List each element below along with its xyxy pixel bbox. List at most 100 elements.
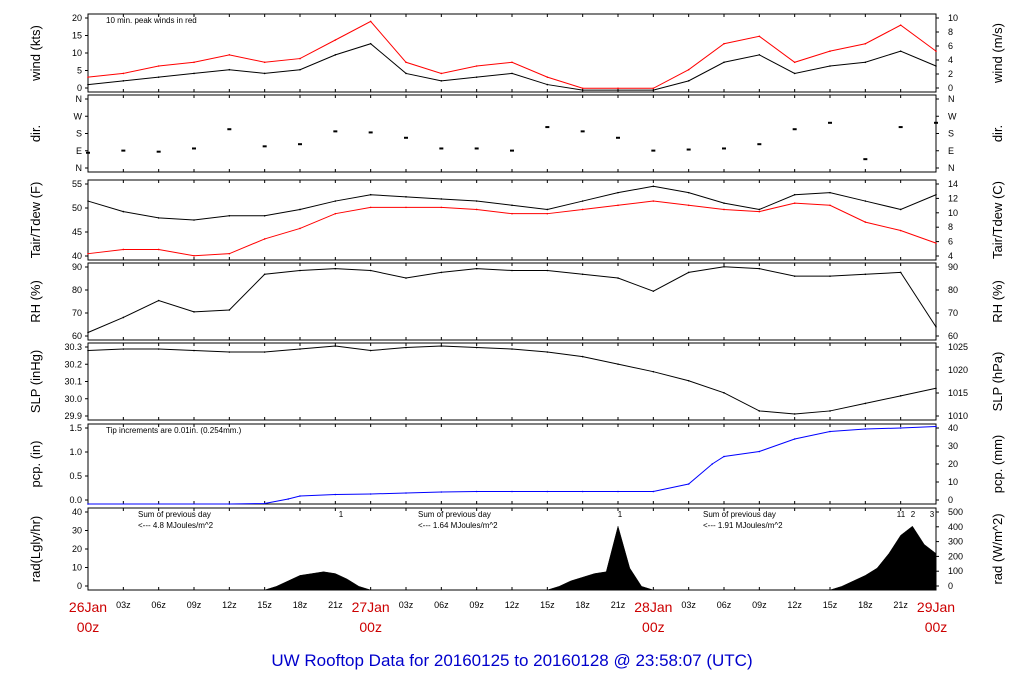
- vertex-SLP-2: [157, 348, 160, 350]
- daily-sum-line2: <--- 4.8 MJoules/m^2: [138, 521, 214, 530]
- vertex-Tdew-23: [899, 229, 902, 232]
- data-point-17: [686, 148, 691, 151]
- hour-label: 15z: [257, 600, 272, 610]
- right-tick-label: 6: [948, 41, 953, 51]
- hour-label: 21z: [611, 600, 626, 610]
- vertex-Tair-3: [193, 219, 195, 221]
- data-point-3: [192, 147, 196, 150]
- vertex-precip-9: [475, 490, 478, 493]
- chart-title: UW Rooftop Data for 20160125 to 20160128…: [271, 651, 752, 670]
- left-tick-label: 5: [77, 66, 82, 76]
- right-tick-label: 8: [948, 222, 953, 232]
- day-marker: 3: [930, 510, 935, 519]
- right-axis-label: Tair/Tdew (C): [990, 181, 1005, 259]
- data-point-1: [121, 149, 126, 152]
- vertex-peak-19: [758, 35, 761, 38]
- vertex-RH-21: [829, 275, 831, 277]
- hour-label: 12z: [222, 600, 237, 610]
- vertex-wind-13: [546, 83, 549, 86]
- vertex-wind-0: [87, 83, 89, 86]
- vertex-precip-15: [687, 483, 690, 485]
- vertex-Tdew-17: [687, 204, 690, 207]
- vertex-wind-15: [617, 89, 619, 91]
- vertex-Tdew-4: [228, 252, 231, 255]
- hour-label: 06z: [717, 600, 732, 610]
- left-tick-label: 60: [72, 331, 82, 341]
- vertex-SLP-24: [935, 387, 937, 390]
- left-tick-label: 55: [72, 179, 82, 189]
- right-tick-label: 14: [948, 179, 958, 189]
- vertex-precip-17: [723, 455, 725, 458]
- vertex-SLP-8: [369, 349, 372, 352]
- vertex-precip-19: [793, 438, 796, 440]
- vertex-RH-15: [617, 277, 619, 279]
- series-SLP: [87, 345, 937, 415]
- right-axis-label: pcp. (mm): [990, 435, 1005, 494]
- vertex-SLP-6: [299, 348, 301, 350]
- left-tick-label: 40: [72, 507, 82, 517]
- left-tick-label: N: [76, 94, 83, 104]
- vertex-Tdew-1: [122, 248, 125, 251]
- vertex-wind-10: [440, 80, 443, 82]
- right-tick-label: 400: [948, 522, 963, 532]
- vertex-wind-3: [193, 72, 195, 75]
- vertex-SLP-21: [829, 410, 831, 412]
- panel-annotation: 10 min. peak winds in red: [106, 16, 197, 25]
- day-hour-label: 00z: [77, 619, 100, 635]
- vertex-SLP-10: [440, 345, 443, 347]
- data-point-13: [545, 126, 550, 129]
- vertex-Tair-18: [723, 202, 725, 204]
- vertex-SLP-13: [546, 351, 549, 353]
- vertex-wind-6: [299, 68, 301, 71]
- vertex-RH-5: [263, 273, 266, 276]
- day-marker: 2: [911, 510, 916, 519]
- vertex-Tdew-24: [935, 242, 937, 244]
- vertex-RH-3: [193, 311, 195, 313]
- vertex-SLP-17: [687, 379, 690, 382]
- hour-label: 18z: [293, 600, 308, 610]
- vertex-Tdew-11: [475, 208, 478, 211]
- vertex-Tair-15: [617, 191, 619, 194]
- vertex-Tair-4: [228, 214, 231, 217]
- left-axis-label: SLP (inHg): [28, 350, 43, 413]
- right-tick-label: 1020: [948, 365, 968, 375]
- vertex-SLP-0: [87, 349, 89, 352]
- vertex-peak-4: [228, 54, 231, 56]
- vertex-wind-2: [157, 76, 160, 78]
- data-point-24: [934, 121, 938, 124]
- vertex-RH-8: [369, 269, 372, 272]
- right-tick-label: 0: [948, 581, 953, 591]
- left-tick-label: 10: [72, 563, 82, 573]
- vertex-wind-19: [758, 54, 761, 56]
- right-axis-label: SLP (hPa): [990, 352, 1005, 412]
- vertex-peak-15: [617, 87, 619, 90]
- vertex-RH-17: [687, 271, 690, 274]
- vertex-precip-23: [935, 425, 937, 428]
- vertex-peak-6: [299, 57, 301, 60]
- vertex-precip-21: [864, 428, 867, 430]
- vertex-Tdew-21: [829, 204, 831, 207]
- vertex-SLP-7: [334, 345, 337, 347]
- hour-label: 09z: [187, 600, 202, 610]
- vertex-peak-5: [263, 61, 266, 64]
- vertex-Tdew-14: [581, 208, 584, 211]
- vertex-Tair-19: [758, 208, 761, 211]
- vertex-SLP-15: [617, 363, 619, 365]
- left-tick-label: 45: [72, 227, 82, 237]
- vertex-wind-23: [899, 50, 902, 52]
- right-tick-label: 300: [948, 537, 963, 547]
- hour-label: 03z: [399, 600, 414, 610]
- vertex-SLP-3: [193, 349, 195, 352]
- vertex-wind-24: [935, 65, 937, 67]
- hour-label: 21z: [893, 600, 908, 610]
- daily-sum-line2: <--- 1.64 MJoules/m^2: [418, 521, 498, 530]
- vertex-Tair-23: [899, 208, 902, 211]
- day-hour-label: 00z: [642, 619, 665, 635]
- vertex-Tair-5: [263, 214, 266, 217]
- right-axis-label: rad (W/m^2): [990, 513, 1005, 584]
- vertex-SLP-1: [122, 348, 125, 350]
- vertex-Tdew-5: [263, 238, 266, 240]
- vertex-SLP-23: [899, 395, 902, 397]
- hour-label: 15z: [823, 600, 838, 610]
- day-date-label: 29Jan: [917, 599, 955, 615]
